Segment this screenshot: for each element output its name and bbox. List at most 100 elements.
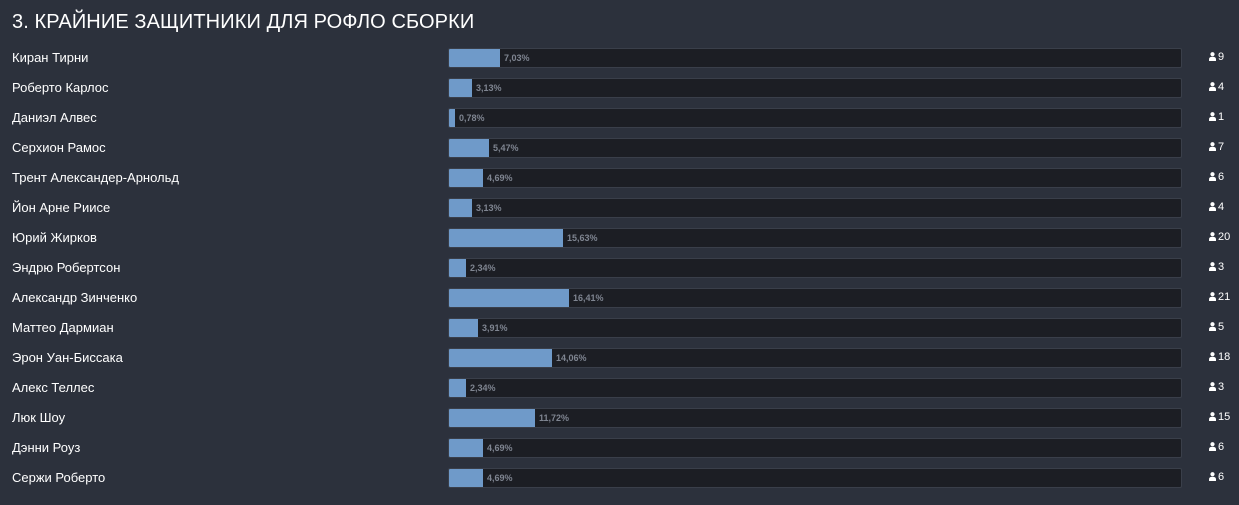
- bar-track: 11,72%: [448, 408, 1182, 428]
- vote-count: 18: [1209, 343, 1230, 373]
- bar-fill: [449, 229, 563, 247]
- bar-fill: [449, 379, 466, 397]
- vote-count-value: 4: [1218, 81, 1225, 93]
- vote-count-value: 3: [1218, 381, 1225, 393]
- bar-track: 3,13%: [448, 198, 1182, 218]
- user-icon: [1209, 142, 1216, 151]
- user-icon: [1209, 202, 1216, 211]
- vote-count-value: 7: [1218, 141, 1225, 153]
- bar-row: Серхион Рамос 5,47% 7: [0, 133, 1239, 163]
- vote-count-value: 6: [1218, 171, 1225, 183]
- bar-value-label: 11,72%: [539, 413, 570, 423]
- bar-fill: [449, 439, 483, 457]
- vote-count-value: 9: [1218, 51, 1225, 63]
- user-icon: [1209, 412, 1216, 421]
- bar-value-label: 0,78%: [459, 113, 485, 123]
- bar-fill: [449, 199, 472, 217]
- bar-label: Алекс Теллес: [12, 380, 95, 395]
- bar-value-label: 5,47%: [493, 143, 519, 153]
- bar-row: Александр Зинченко 16,41% 21: [0, 283, 1239, 313]
- bar-label: Александр Зинченко: [12, 290, 138, 305]
- bar-row: Йон Арне Риисе 3,13% 4: [0, 193, 1239, 223]
- bar-row: Трент Александер-Арнольд 4,69% 6: [0, 163, 1239, 193]
- bar-label: Сержи Роберто: [12, 470, 106, 485]
- bar-track: 3,91%: [448, 318, 1182, 338]
- vote-count-value: 4: [1218, 201, 1225, 213]
- bar-value-label: 14,06%: [556, 353, 587, 363]
- bar-row: Сержи Роберто 4,69% 6: [0, 463, 1239, 493]
- bar-row: Алекс Теллес 2,34% 3: [0, 373, 1239, 403]
- bar-label: Юрий Жирков: [12, 230, 97, 245]
- bar-value-label: 3,13%: [476, 83, 502, 93]
- bar-fill: [449, 469, 483, 487]
- vote-count: 7: [1209, 133, 1224, 163]
- user-icon: [1209, 442, 1216, 451]
- bar-value-label: 4,69%: [487, 173, 513, 183]
- bar-fill: [449, 169, 483, 187]
- bar-label: Серхион Рамос: [12, 140, 106, 155]
- bar-row: Юрий Жирков 15,63% 20: [0, 223, 1239, 253]
- vote-count: 3: [1209, 253, 1224, 283]
- vote-count: 9: [1209, 43, 1224, 73]
- bar-row: Дэнни Роуз 4,69% 6: [0, 433, 1239, 463]
- bar-track: 0,78%: [448, 108, 1182, 128]
- vote-count: 20: [1209, 223, 1230, 253]
- user-icon: [1209, 52, 1216, 61]
- bar-fill: [449, 49, 500, 67]
- vote-count: 6: [1209, 463, 1224, 493]
- bar-track: 14,06%: [448, 348, 1182, 368]
- bar-row: Роберто Карлос 3,13% 4: [0, 73, 1239, 103]
- bar-value-label: 2,34%: [470, 263, 496, 273]
- user-icon: [1209, 172, 1216, 181]
- vote-count: 4: [1209, 193, 1224, 223]
- bar-row: Маттео Дармиан 3,91% 5: [0, 313, 1239, 343]
- bar-label: Маттео Дармиан: [12, 320, 114, 335]
- bar-label: Киран Тирни: [12, 50, 89, 65]
- bar-track: 2,34%: [448, 378, 1182, 398]
- bar-label: Эндрю Робертсон: [12, 260, 121, 275]
- vote-count: 6: [1209, 433, 1224, 463]
- bar-row: Эрон Уан-Биссака 14,06% 18: [0, 343, 1239, 373]
- user-icon: [1209, 262, 1216, 271]
- bar-row: Люк Шоу 11,72% 15: [0, 403, 1239, 433]
- bar-track: 2,34%: [448, 258, 1182, 278]
- bar-label: Люк Шоу: [12, 410, 66, 425]
- user-icon: [1209, 322, 1216, 331]
- bar-fill: [449, 319, 478, 337]
- bar-fill: [449, 289, 569, 307]
- bar-value-label: 7,03%: [504, 53, 530, 63]
- vote-count-value: 3: [1218, 261, 1225, 273]
- bar-track: 4,69%: [448, 468, 1182, 488]
- bar-row: Даниэл Алвес 0,78% 1: [0, 103, 1239, 133]
- vote-count-value: 6: [1218, 471, 1225, 483]
- bar-track: 4,69%: [448, 438, 1182, 458]
- vote-count: 5: [1209, 313, 1224, 343]
- bar-fill: [449, 349, 552, 367]
- bar-track: 7,03%: [448, 48, 1182, 68]
- vote-count-value: 1: [1218, 111, 1225, 123]
- user-icon: [1209, 352, 1216, 361]
- bar-track: 5,47%: [448, 138, 1182, 158]
- user-icon: [1209, 382, 1216, 391]
- bar-value-label: 3,91%: [482, 323, 508, 333]
- bar-track: 4,69%: [448, 168, 1182, 188]
- bar-track: 15,63%: [448, 228, 1182, 248]
- bar-row: Эндрю Робертсон 2,34% 3: [0, 253, 1239, 283]
- vote-count: 21: [1209, 283, 1230, 313]
- user-icon: [1209, 232, 1216, 241]
- bar-track: 3,13%: [448, 78, 1182, 98]
- vote-count: 1: [1209, 103, 1224, 133]
- vote-count-value: 18: [1218, 351, 1231, 363]
- bar-fill: [449, 139, 489, 157]
- bar-fill: [449, 79, 472, 97]
- vote-count: 15: [1209, 403, 1230, 433]
- page-title: 3. КРАЙНИЕ ЗАЩИТНИКИ ДЛЯ РОФЛО СБОРКИ: [12, 11, 475, 33]
- bar-label: Роберто Карлос: [12, 80, 109, 95]
- bar-value-label: 16,41%: [573, 293, 604, 303]
- bar-value-label: 15,63%: [567, 233, 598, 243]
- vote-count-value: 5: [1218, 321, 1225, 333]
- bar-track: 16,41%: [448, 288, 1182, 308]
- bar-chart: Киран Тирни 7,03% 9 Роберто Карлос 3,13% 4 Дан…: [0, 43, 1239, 493]
- bar-label: Йон Арне Риисе: [12, 200, 111, 215]
- user-icon: [1209, 112, 1216, 121]
